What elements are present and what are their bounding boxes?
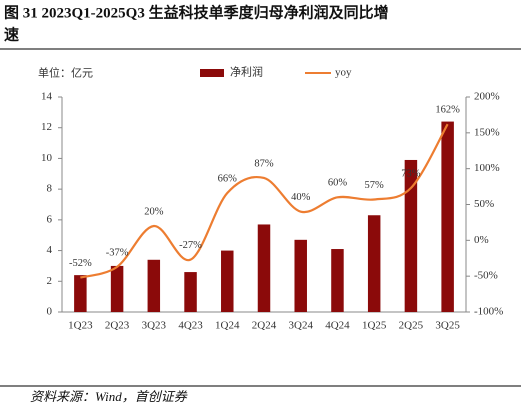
chart-title-line1: 图 31 2023Q1-2025Q3 生益科技单季度归母净利润及同比增	[4, 3, 389, 21]
x-tick-label: 2Q24	[252, 320, 277, 332]
x-tick-label: 4Q24	[325, 320, 350, 332]
unit-label: 单位：亿元	[38, 66, 93, 80]
data-label: -27%	[179, 240, 202, 251]
bar	[441, 121, 454, 312]
bar	[184, 272, 197, 312]
legend-label: yoy	[335, 67, 352, 79]
data-label: 162%	[435, 105, 460, 116]
y2-tick-label: 0%	[474, 234, 489, 246]
x-tick-label: 4Q23	[178, 320, 203, 332]
data-label: 57%	[365, 180, 385, 191]
y2-tick-label: 150%	[474, 126, 500, 138]
x-tick-label: 1Q24	[215, 320, 240, 332]
y-tick-label: 10	[41, 152, 53, 164]
y2-tick-label: -100%	[474, 306, 503, 318]
data-label: 40%	[291, 192, 311, 203]
y-tick-label: 14	[41, 91, 53, 103]
source: 资料来源：Wind，首创证券	[30, 389, 188, 404]
y2-tick-label: -50%	[474, 270, 498, 282]
y-tick-label: 4	[47, 244, 53, 256]
y-tick-label: 0	[47, 306, 53, 318]
data-label: 87%	[254, 158, 274, 169]
y-tick-label: 8	[47, 183, 53, 195]
bar	[331, 249, 344, 312]
bar	[221, 250, 234, 312]
x-tick-label: 2Q23	[105, 320, 130, 332]
y2-tick-label: 100%	[474, 162, 500, 174]
data-label: 60%	[328, 178, 348, 189]
x-tick-label: 2Q25	[399, 320, 424, 332]
y2-tick-label: 200%	[474, 91, 500, 103]
bar	[294, 239, 307, 312]
y-tick-label: 12	[41, 121, 52, 133]
legend-swatch	[200, 69, 224, 77]
data-label: -52%	[69, 258, 92, 269]
x-tick-label: 3Q25	[435, 320, 460, 332]
x-tick-label: 3Q24	[289, 320, 314, 332]
line	[80, 123, 449, 279]
bar	[257, 224, 271, 312]
bar	[367, 215, 381, 312]
x-tick-label: 1Q25	[362, 320, 387, 332]
y-tick-label: 6	[47, 213, 53, 225]
legend-label: 净利润	[230, 65, 263, 79]
bar	[74, 275, 87, 312]
y2-tick-label: 50%	[474, 198, 494, 210]
data-label: 73%	[401, 168, 421, 179]
data-label: -37%	[106, 247, 129, 258]
x-tick-label: 1Q23	[68, 320, 93, 332]
bar	[147, 259, 161, 312]
bar	[110, 265, 124, 312]
chart-title-line2: 速	[4, 25, 19, 43]
data-label: 20%	[144, 206, 164, 217]
bar	[404, 159, 418, 312]
data-label: 66%	[218, 173, 238, 184]
x-tick-label: 3Q23	[142, 320, 167, 332]
y-tick-label: 2	[47, 275, 53, 287]
